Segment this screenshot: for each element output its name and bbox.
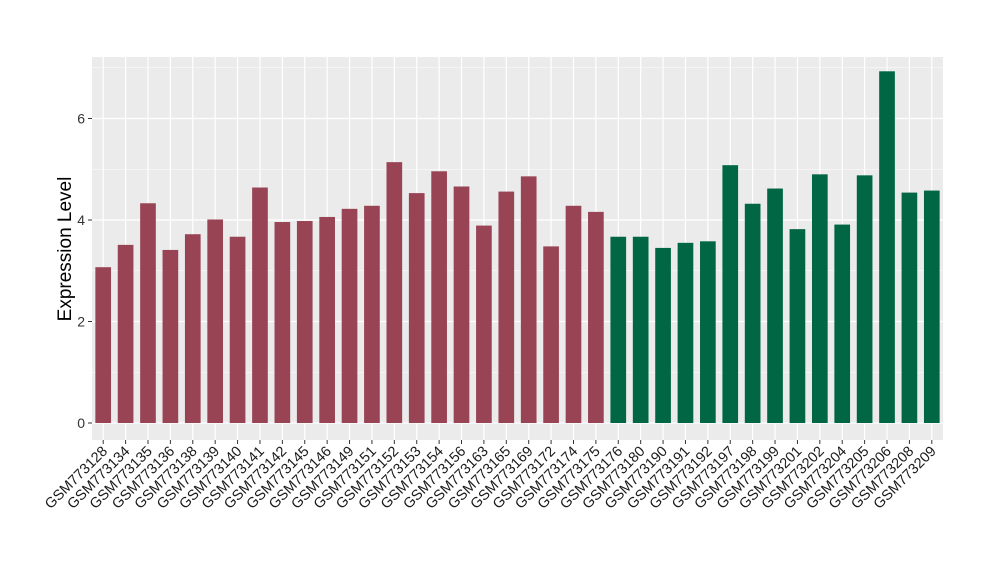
bar-GSM773197 (722, 165, 739, 423)
bar-GSM773172 (543, 246, 559, 423)
y-tick-label: 2 (77, 314, 85, 330)
bar-GSM773169 (520, 176, 537, 423)
bar-GSM773134 (117, 244, 134, 423)
bar-GSM773149 (341, 208, 358, 423)
bar-GSM773199 (767, 188, 783, 423)
bar-GSM773202 (811, 174, 828, 423)
bar-GSM773140 (229, 236, 246, 423)
bar-GSM773191 (677, 242, 694, 423)
y-tick-label: 6 (77, 111, 85, 127)
bar-GSM773136 (162, 249, 179, 423)
bar-GSM773138 (184, 234, 201, 423)
bar-GSM773176 (610, 236, 627, 423)
bar-GSM773201 (789, 229, 806, 423)
bar-GSM773135 (140, 203, 156, 423)
bar-GSM773205 (856, 175, 873, 423)
y-tick-label: 4 (77, 212, 85, 228)
bar-GSM773153 (408, 193, 425, 423)
bar-GSM773165 (498, 191, 515, 423)
x-axis: GSM773128GSM773134GSM773135GSM773136GSM7… (42, 440, 940, 512)
y-tick-label: 0 (77, 415, 85, 431)
bar-GSM773142 (274, 222, 291, 423)
bar-GSM773152 (386, 162, 403, 423)
bar-GSM773145 (296, 221, 313, 423)
bar-GSM773180 (632, 236, 649, 423)
y-axis: 0 2 4 6 (77, 111, 92, 431)
y-axis-title: Expression Level (55, 177, 76, 322)
bar-GSM773139 (207, 219, 224, 423)
bar-GSM773141 (252, 187, 268, 423)
bar-GSM773206 (879, 71, 895, 424)
bar-GSM773151 (364, 205, 380, 423)
bar-GSM773209 (923, 190, 940, 423)
bar-GSM773208 (901, 192, 918, 423)
bars (95, 71, 940, 424)
bar-GSM773204 (834, 224, 851, 423)
bar-GSM773174 (565, 205, 582, 423)
bar-GSM773192 (700, 241, 716, 423)
bar-GSM773175 (588, 211, 604, 423)
bar-GSM773198 (744, 203, 761, 423)
bar-GSM773163 (476, 225, 492, 423)
bar-GSM773156 (453, 186, 470, 423)
bar-GSM773128 (95, 267, 112, 423)
bar-GSM773190 (655, 247, 671, 423)
bar-GSM773154 (431, 171, 447, 423)
bar-GSM773146 (319, 216, 335, 423)
